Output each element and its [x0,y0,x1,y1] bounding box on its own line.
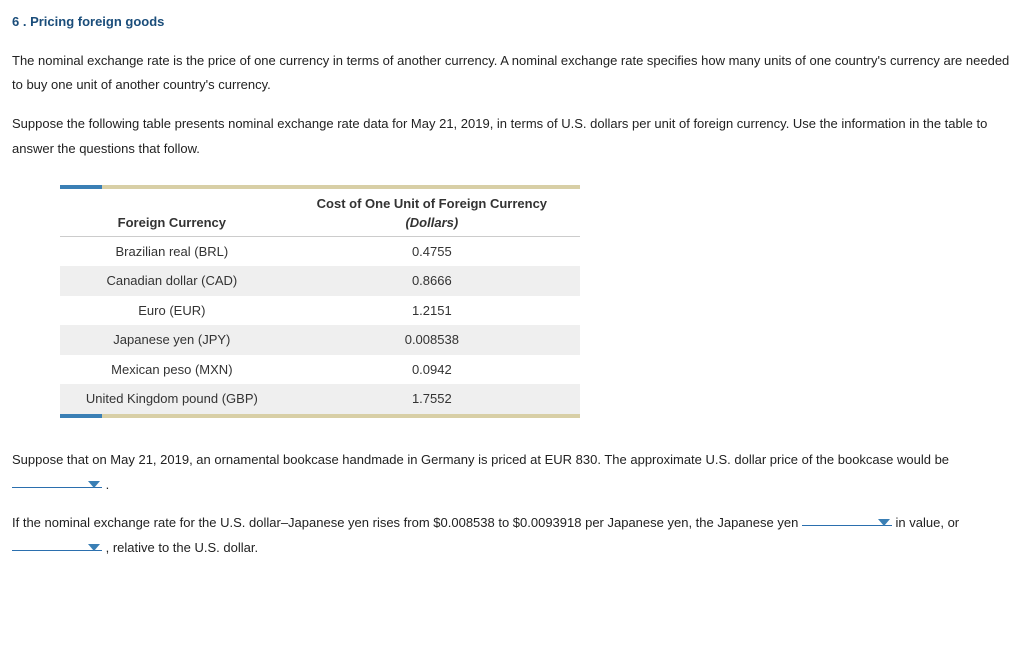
cell-value: 1.7552 [284,384,580,414]
cell-currency: Brazilian real (BRL) [60,236,284,266]
cell-value: 0.4755 [284,236,580,266]
cell-value: 0.8666 [284,266,580,296]
answer-dropdown-term[interactable] [12,536,102,551]
chevron-down-icon [88,544,100,551]
table-row: United Kingdom pound (GBP)1.7552 [60,384,580,414]
cell-value: 0.0942 [284,355,580,385]
cell-currency: Canadian dollar (CAD) [60,266,284,296]
intro-paragraph-2: Suppose the following table presents nom… [12,112,1012,161]
chevron-down-icon [88,481,100,488]
intro-paragraph-1: The nominal exchange rate is the price o… [12,49,1012,98]
q1-text-b: . [102,477,109,492]
table-row: Mexican peso (MXN)0.0942 [60,355,580,385]
q2-text-c: , relative to the U.S. dollar. [102,540,258,555]
q2-text-a: If the nominal exchange rate for the U.S… [12,515,802,530]
col-cost: Cost of One Unit of Foreign Currency (Do… [284,189,580,236]
table-row: Canadian dollar (CAD)0.8666 [60,266,580,296]
q1-text-a: Suppose that on May 21, 2019, an ornamen… [12,452,949,467]
cell-value: 0.008538 [284,325,580,355]
chevron-down-icon [878,519,890,526]
answer-dropdown-direction[interactable] [802,511,892,526]
cell-currency: Japanese yen (JPY) [60,325,284,355]
cell-currency: United Kingdom pound (GBP) [60,384,284,414]
col-foreign-currency: Foreign Currency [60,189,284,236]
table-bottom-rule [60,414,580,418]
cell-value: 1.2151 [284,296,580,326]
question-2: If the nominal exchange rate for the U.S… [12,511,1012,560]
table-row: Euro (EUR)1.2151 [60,296,580,326]
table-row: Brazilian real (BRL)0.4755 [60,236,580,266]
question-title: 6 . Pricing foreign goods [12,10,1012,35]
table-top-rule [60,185,580,189]
cell-currency: Mexican peso (MXN) [60,355,284,385]
table-row: Japanese yen (JPY)0.008538 [60,325,580,355]
cell-currency: Euro (EUR) [60,296,284,326]
answer-dropdown-price[interactable] [12,473,102,488]
question-1: Suppose that on May 21, 2019, an ornamen… [12,448,1012,497]
exchange-rate-table: Foreign Currency Cost of One Unit of For… [60,185,580,417]
col-cost-line1: Cost of One Unit of Foreign Currency [317,196,547,211]
col-cost-line2: (Dollars) [288,214,576,232]
q2-text-b: in value, or [892,515,959,530]
